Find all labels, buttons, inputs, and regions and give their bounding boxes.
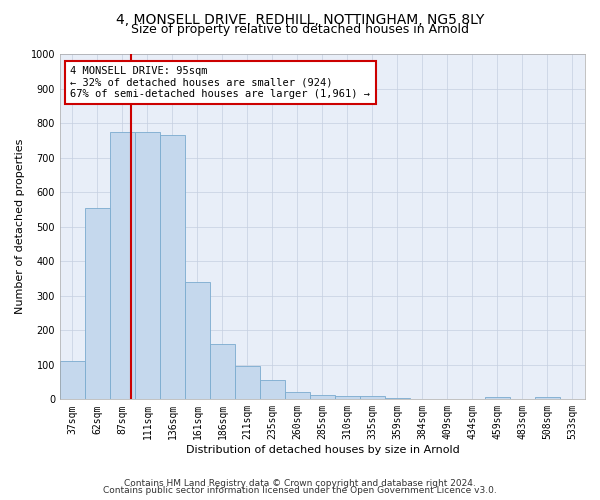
Bar [160, 135, 185, 400]
Bar [135, 132, 160, 400]
Bar [285, 392, 310, 400]
Bar [85, 208, 110, 400]
Bar [260, 380, 285, 400]
Bar [110, 132, 135, 400]
Bar [185, 282, 210, 400]
Y-axis label: Number of detached properties: Number of detached properties [15, 139, 25, 314]
Text: Contains public sector information licensed under the Open Government Licence v3: Contains public sector information licen… [103, 486, 497, 495]
Bar [235, 366, 260, 400]
Bar [385, 398, 410, 400]
Bar [60, 362, 85, 400]
Bar [485, 396, 510, 400]
Bar [335, 396, 360, 400]
Text: 4 MONSELL DRIVE: 95sqm
← 32% of detached houses are smaller (924)
67% of semi-de: 4 MONSELL DRIVE: 95sqm ← 32% of detached… [70, 66, 370, 100]
Bar [210, 344, 235, 400]
Bar [535, 396, 560, 400]
Text: Size of property relative to detached houses in Arnold: Size of property relative to detached ho… [131, 22, 469, 36]
Bar [310, 395, 335, 400]
Text: 4, MONSELL DRIVE, REDHILL, NOTTINGHAM, NG5 8LY: 4, MONSELL DRIVE, REDHILL, NOTTINGHAM, N… [116, 12, 484, 26]
Bar [360, 396, 385, 400]
Text: Contains HM Land Registry data © Crown copyright and database right 2024.: Contains HM Land Registry data © Crown c… [124, 478, 476, 488]
X-axis label: Distribution of detached houses by size in Arnold: Distribution of detached houses by size … [185, 445, 460, 455]
